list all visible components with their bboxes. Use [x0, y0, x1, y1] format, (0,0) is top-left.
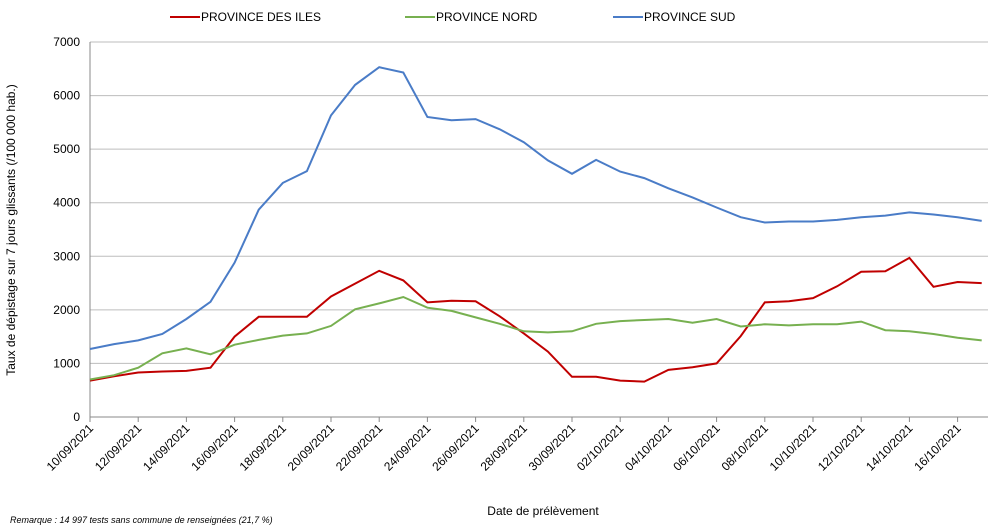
x-tick-label: 30/09/2021	[526, 421, 579, 474]
x-tick-label: 08/10/2021	[719, 421, 772, 474]
x-tick-label: 18/09/2021	[237, 421, 290, 474]
x-tick-label: 20/09/2021	[285, 421, 338, 474]
x-tick-label: 02/10/2021	[574, 421, 627, 474]
x-tick-label: 14/10/2021	[863, 421, 916, 474]
x-tick-label: 10/09/2021	[44, 421, 97, 474]
x-axis-label: Date de prélèvement	[487, 504, 599, 518]
x-tick-label: 16/10/2021	[911, 421, 964, 474]
y-tick-label: 7000	[53, 35, 80, 49]
x-tick-label: 28/09/2021	[478, 421, 531, 474]
y-tick-label: 6000	[53, 89, 80, 103]
x-tick-label: 14/09/2021	[140, 421, 193, 474]
x-tick-label: 12/09/2021	[92, 421, 145, 474]
x-tick-label: 24/09/2021	[381, 421, 434, 474]
y-tick-label: 3000	[53, 249, 80, 263]
y-tick-label: 0	[73, 410, 80, 424]
series-line	[89, 66, 982, 350]
y-tick-label: 4000	[53, 196, 80, 210]
y-axis-label: Taux de dépistage sur 7 jours glissants …	[4, 84, 18, 376]
x-tick-label: 12/10/2021	[815, 421, 868, 474]
x-tick-label: 26/09/2021	[429, 421, 482, 474]
y-tick-label: 5000	[53, 142, 80, 156]
note: Remarque : 14 997 tests sans commune de …	[10, 515, 273, 525]
legend-label: PROVINCE SUD	[644, 10, 736, 24]
legend-label: PROVINCE DES ILES	[201, 10, 321, 24]
x-tick-label: 06/10/2021	[670, 421, 723, 474]
y-tick-label: 1000	[53, 356, 80, 370]
x-tick-label: 10/10/2021	[767, 421, 820, 474]
x-tick-label: 16/09/2021	[188, 421, 241, 474]
x-tick-label: 04/10/2021	[622, 421, 675, 474]
x-tick-label: 22/09/2021	[333, 421, 386, 474]
y-tick-label: 2000	[53, 303, 80, 317]
series-line	[89, 295, 982, 381]
series-line	[89, 256, 982, 383]
legend-label: PROVINCE NORD	[436, 10, 538, 24]
